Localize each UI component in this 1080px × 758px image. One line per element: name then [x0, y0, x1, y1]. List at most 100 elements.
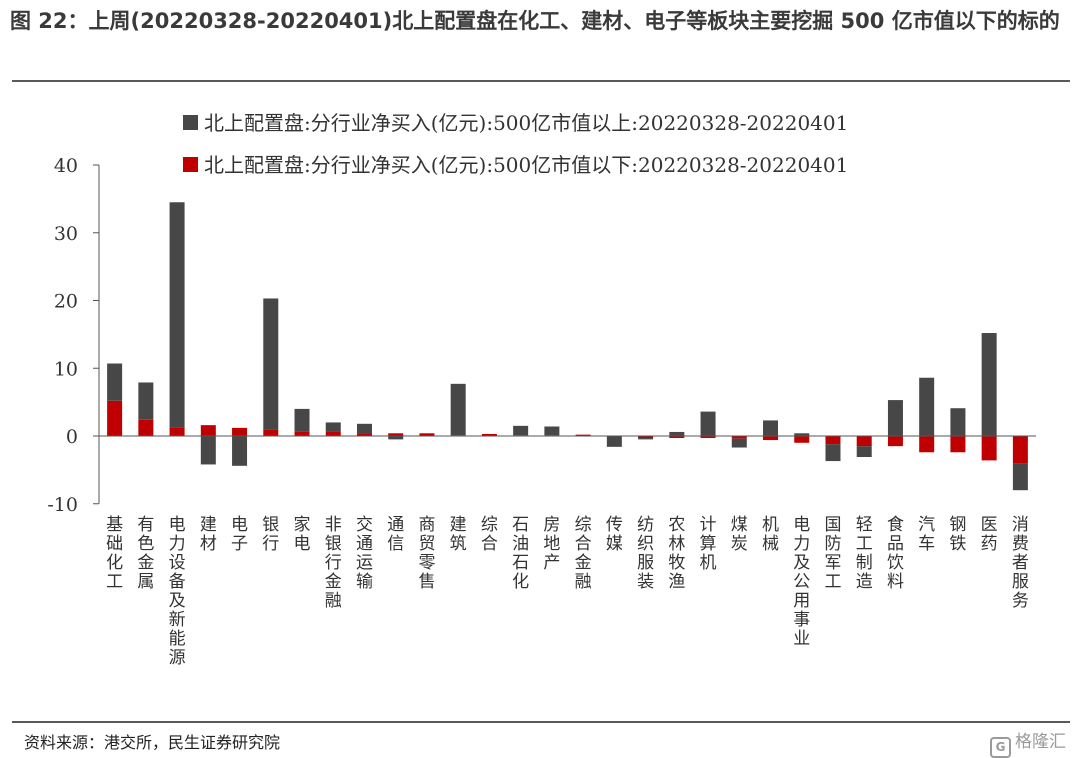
x-category-label: 银行 [262, 515, 279, 554]
bar-above-500-20 [700, 411, 716, 436]
bar-below-500-1 [107, 400, 123, 436]
y-axis: 40 30 20 10 0 -10 [47, 155, 100, 516]
y-tick-label: 10 [54, 358, 78, 380]
bar-below-500-23 [794, 436, 810, 443]
x-category-label: 建筑 [450, 515, 467, 554]
x-category-label: 医药 [981, 515, 998, 554]
bar-above-500-21 [731, 438, 747, 448]
bar-above-500-12 [450, 383, 466, 436]
x-category-label: 通信 [387, 515, 404, 554]
bar-above-500-1 [107, 363, 123, 401]
title-divider [12, 80, 1070, 82]
legend-swatch-above-500 [183, 115, 198, 130]
bar-above-500-26 [887, 400, 903, 436]
x-category-label: 交通运输 [356, 515, 373, 592]
legend-swatch-below-500 [183, 157, 198, 172]
bar-below-500-5 [232, 427, 248, 436]
x-category-label: 石油石化 [512, 515, 529, 592]
footer-divider [12, 721, 1070, 723]
bar-below-500-10 [388, 433, 404, 436]
bar-above-500-27 [919, 377, 935, 436]
x-category-label: 商贸零售 [418, 515, 435, 592]
bar-below-500-24 [825, 436, 841, 445]
bar-below-500-4 [200, 425, 216, 436]
x-category-label: 国防军工 [824, 515, 841, 592]
y-tick-label: 30 [54, 223, 78, 245]
source-note: 资料来源：港交所，民生证券研究院 [24, 733, 281, 752]
bar-below-500-30 [1012, 436, 1028, 464]
figure-title: 图 22：上周(20220328-20220401)北上配置盘在化工、建材、电子… [10, 9, 1060, 33]
bar-above-500-22 [763, 420, 779, 436]
bars [107, 202, 1028, 491]
bar-above-500-23 [794, 433, 810, 436]
bar-chart: 北上配置盘:分行业净买入(亿元):500亿市值以上:20220328-20220… [47, 111, 1036, 668]
bar-below-500-11 [419, 433, 435, 436]
bar-below-500-8 [325, 431, 341, 436]
x-category-label: 机械 [762, 515, 779, 554]
x-category-label: 电子 [231, 515, 248, 554]
bar-above-500-9 [356, 423, 372, 434]
x-category-label: 汽车 [918, 515, 935, 554]
bar-below-500-3 [169, 427, 185, 436]
bar-above-500-2 [138, 382, 154, 420]
bar-above-500-15 [544, 426, 560, 436]
bar-above-500-28 [950, 408, 966, 436]
x-category-label: 建材 [200, 515, 217, 554]
x-category-label: 钢铁 [949, 515, 966, 554]
legend-label-below-500: 北上配置盘:分行业净买入(亿元):500亿市值以下:20220328-20220… [204, 153, 848, 177]
x-axis: 基础化工有色金属电力设备及新能源建材电子银行家电非银行金融交通运输通信商贸零售建… [99, 435, 1036, 668]
y-tick-label: -10 [47, 494, 78, 516]
bar-below-500-19 [669, 436, 685, 439]
x-category-label: 综合金融 [575, 515, 592, 592]
bar-above-500-18 [638, 438, 654, 440]
x-category-label: 基础化工 [106, 515, 123, 592]
bar-below-500-25 [856, 436, 872, 447]
bar-below-500-2 [138, 419, 154, 436]
bar-below-500-28 [950, 436, 966, 453]
bar-below-500-7 [294, 431, 310, 436]
bar-below-500-29 [981, 436, 997, 461]
bar-above-500-17 [606, 436, 622, 447]
legend: 北上配置盘:分行业净买入(亿元):500亿市值以上:20220328-20220… [183, 111, 848, 177]
x-category-label: 纺织服装 [637, 515, 654, 592]
bar-above-500-25 [856, 446, 872, 457]
y-tick-label: 40 [54, 155, 78, 177]
x-category-label: 轻工制造 [856, 515, 873, 592]
x-category-label: 计算机 [700, 515, 717, 573]
x-category-label: 食品饮料 [887, 515, 904, 592]
x-category-label: 农林牧渔 [668, 515, 685, 592]
x-category-label: 有色金属 [137, 515, 154, 592]
bar-above-500-19 [669, 431, 685, 436]
watermark-logo: G 格隆汇 [990, 727, 1066, 758]
bar-below-500-26 [887, 436, 903, 447]
bar-above-500-30 [1012, 463, 1028, 491]
bar-below-500-18 [638, 436, 654, 439]
bar-above-500-10 [388, 436, 404, 440]
y-tick-label: 0 [66, 426, 78, 448]
bar-below-500-9 [356, 433, 372, 436]
bar-below-500-6 [263, 429, 279, 436]
bar-below-500-22 [763, 436, 779, 441]
bar-below-500-27 [919, 436, 935, 453]
legend-label-above-500: 北上配置盘:分行业净买入(亿元):500亿市值以上:20220328-20220… [204, 111, 848, 135]
watermark-text: 格隆汇 [1015, 732, 1066, 752]
bar-below-500-20 [700, 436, 716, 439]
x-category-label: 房地产 [543, 515, 560, 573]
bar-above-500-7 [294, 408, 310, 432]
y-tick-label: 20 [54, 291, 78, 313]
bar-above-500-24 [825, 444, 841, 462]
x-category-label: 消费者服务 [1012, 515, 1029, 611]
bar-above-500-6 [263, 298, 279, 430]
x-category-label: 传媒 [606, 515, 623, 554]
bar-above-500-8 [325, 422, 341, 432]
x-category-label: 煤炭 [731, 515, 748, 554]
bar-below-500-16 [575, 434, 591, 436]
x-category-label: 电力及公用事业 [793, 515, 810, 649]
bar-above-500-14 [513, 425, 529, 436]
x-category-label: 电力设备及新能源 [169, 515, 186, 668]
x-category-label: 非银行金融 [325, 515, 342, 611]
bar-above-500-4 [200, 436, 216, 465]
bar-below-500-13 [481, 433, 497, 436]
x-category-label: 家电 [294, 515, 311, 554]
bar-above-500-3 [169, 202, 185, 428]
